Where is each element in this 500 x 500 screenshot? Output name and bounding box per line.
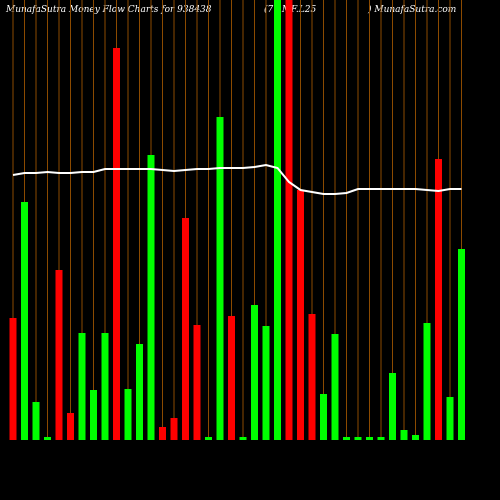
bar — [435, 159, 442, 440]
bar — [308, 314, 316, 440]
bar — [262, 326, 270, 440]
bar — [44, 437, 51, 440]
bar — [182, 218, 189, 440]
bar — [32, 402, 40, 440]
money-flow-line — [12, 163, 462, 195]
bar — [446, 397, 454, 440]
bar — [159, 427, 166, 440]
bar — [366, 437, 373, 440]
bar — [9, 318, 17, 440]
bar — [124, 389, 132, 440]
bar — [170, 418, 178, 440]
bar — [354, 437, 362, 440]
bar — [377, 437, 385, 440]
bar — [331, 334, 339, 440]
bar — [136, 344, 143, 440]
bar — [389, 373, 396, 440]
bar — [412, 435, 419, 440]
bar — [239, 437, 247, 440]
chart-title: MunafaSutra Money Flow Charts for 938438 — [5, 5, 212, 15]
bar — [274, 0, 281, 440]
bar — [297, 190, 304, 440]
bar — [21, 202, 28, 440]
bar — [228, 316, 235, 440]
bar — [147, 155, 155, 440]
bar — [216, 117, 224, 440]
bar — [400, 430, 408, 440]
bar — [423, 323, 431, 440]
bar — [251, 305, 258, 440]
bar — [285, 0, 293, 440]
bar — [343, 437, 350, 440]
bar — [67, 413, 74, 440]
bar — [90, 390, 97, 440]
bar — [320, 394, 327, 440]
bar — [101, 333, 109, 440]
bar — [78, 333, 86, 440]
source: ) MunafaSutra.com — [367, 4, 456, 15]
bar — [113, 48, 120, 440]
bar — [55, 270, 63, 440]
bar — [205, 437, 212, 440]
bar — [458, 249, 465, 440]
bar — [193, 325, 201, 440]
